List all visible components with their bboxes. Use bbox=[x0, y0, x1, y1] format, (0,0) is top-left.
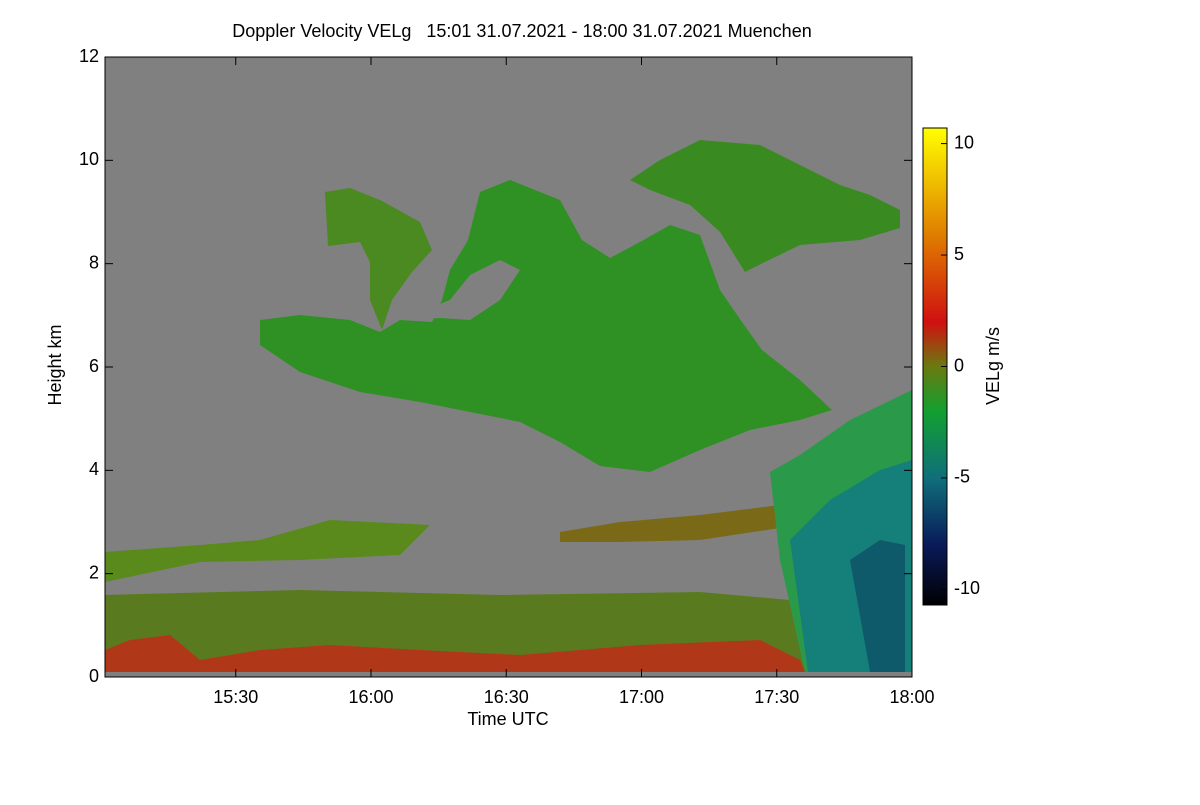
x-tick-label: 16:00 bbox=[348, 687, 393, 707]
echo-region bbox=[105, 635, 805, 672]
x-tick-label: 17:30 bbox=[754, 687, 799, 707]
colorbar-tick-label: -5 bbox=[954, 467, 970, 487]
y-tick-label: 8 bbox=[89, 252, 99, 272]
x-tick-label: 15:30 bbox=[213, 687, 258, 707]
echo-region bbox=[260, 180, 832, 472]
x-axis-label: Time UTC bbox=[467, 709, 548, 729]
colorbar-tick-label: 10 bbox=[954, 132, 974, 152]
y-tick-label: 6 bbox=[89, 356, 99, 376]
echo-region bbox=[105, 520, 430, 582]
colorbar-tick-label: 5 bbox=[954, 244, 964, 264]
chart-title: Doppler Velocity VELg 15:01 31.07.2021 -… bbox=[232, 21, 811, 41]
y-tick-label: 10 bbox=[79, 149, 99, 169]
echo-region bbox=[630, 140, 900, 272]
echo-field bbox=[105, 140, 912, 672]
colorbar-label: VELg m/s bbox=[983, 327, 1003, 405]
echo-region bbox=[400, 260, 520, 320]
echo-region bbox=[560, 505, 780, 542]
y-tick-label: 2 bbox=[89, 562, 99, 582]
colorbar-tick-label: -10 bbox=[954, 578, 980, 598]
y-axis-label: Height km bbox=[45, 324, 65, 405]
x-tick-label: 17:00 bbox=[619, 687, 664, 707]
x-tick-label: 16:30 bbox=[484, 687, 529, 707]
y-tick-label: 12 bbox=[79, 46, 99, 66]
y-tick-label: 0 bbox=[89, 666, 99, 686]
x-tick-label: 18:00 bbox=[889, 687, 934, 707]
y-tick-label: 4 bbox=[89, 459, 99, 479]
echo-region bbox=[850, 540, 905, 672]
echo-region bbox=[325, 188, 432, 330]
colorbar-tick-label: 0 bbox=[954, 355, 964, 375]
